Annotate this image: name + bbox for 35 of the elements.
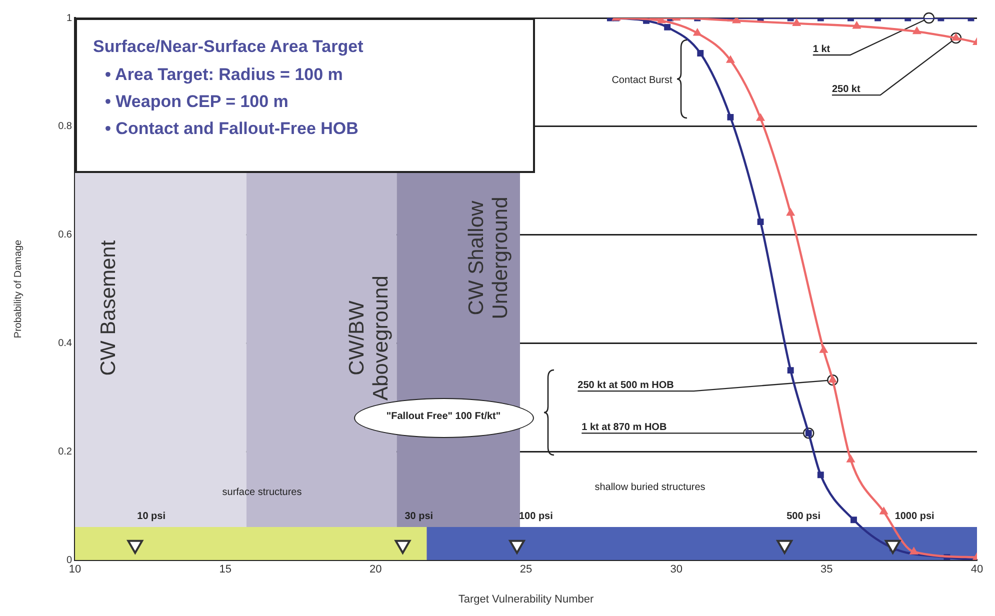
- annotation: 500 psi: [786, 510, 821, 522]
- annotation: "Fallout Free" 100 Ft/kt": [385, 411, 502, 422]
- annotation: 10 psi: [137, 510, 166, 522]
- annotation: 30 psi: [404, 510, 434, 522]
- annotation: surface structures: [222, 486, 302, 498]
- annotation: shallow buried structures: [594, 482, 706, 493]
- y-tick-label: 0.6: [58, 230, 72, 241]
- x-axis-title: Target Vulnerability Number: [458, 593, 594, 606]
- band-label: CW Basement: [97, 240, 120, 376]
- x-tick-label: 25: [520, 564, 532, 576]
- x-tick-label: 20: [370, 564, 382, 576]
- band-label: CW Shallow Underground: [464, 196, 512, 320]
- annotation: • Contact and Fallout-Free HOB: [105, 119, 358, 139]
- annotation: 1000 psi: [894, 510, 935, 522]
- annotation: 250 kt: [832, 84, 861, 96]
- x-tick-label: 10: [68, 564, 82, 576]
- y-tick-label: 0.2: [58, 446, 72, 458]
- annotation: 1 kt: [812, 44, 831, 55]
- annotation: 250 kt at 500 m HOB: [578, 380, 674, 392]
- annotation: Contact Burst: [612, 74, 673, 86]
- annotation: • Weapon CEP = 100 m: [105, 92, 288, 112]
- y-axis-title: Probability of Damage: [12, 239, 24, 338]
- y-tick-label: 0.4: [58, 338, 72, 349]
- x-tick-label: 40: [970, 564, 984, 576]
- x-tick-label: 15: [219, 564, 232, 576]
- band-label: CW/BW Aboveground: [345, 276, 392, 400]
- x-tick-label: 30: [670, 564, 682, 576]
- annotation: Surface/Near-Surface Area Target: [93, 37, 364, 57]
- x-tick-label: 35: [820, 564, 833, 576]
- y-tick-label: 1: [66, 12, 72, 24]
- annotation: 100 psi: [518, 510, 554, 522]
- annotation: 1 kt at 870 m HOB: [582, 422, 667, 434]
- y-tick-label: 0.8: [58, 121, 72, 132]
- annotation: • Area Target: Radius = 100 m: [105, 65, 343, 85]
- y-tick-label: 0: [66, 554, 72, 566]
